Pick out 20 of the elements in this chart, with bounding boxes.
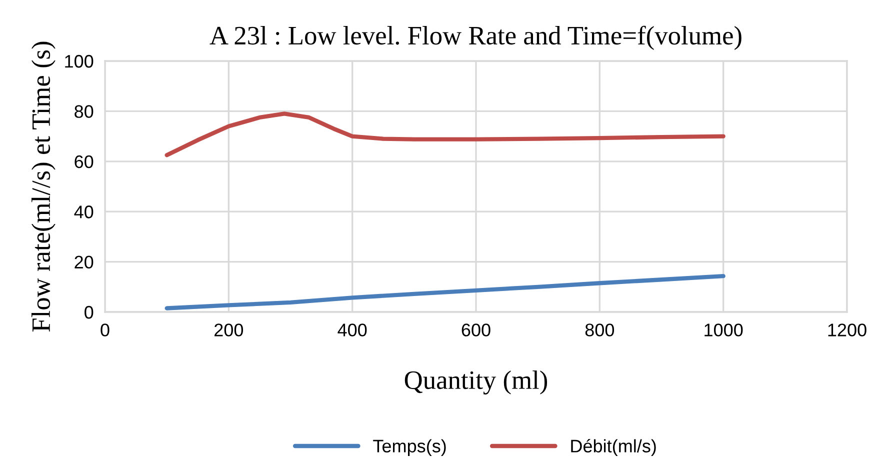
x-tick-label: 800: [585, 324, 614, 336]
x-axis-title: Quantity (ml): [404, 370, 548, 395]
legend-label: Débit(ml/s): [571, 439, 656, 456]
y-tick-label: 60: [74, 155, 94, 168]
line-series: [164, 274, 726, 310]
x-tick-label: 400: [338, 324, 367, 336]
line-series: [164, 112, 726, 158]
legend-label: Temps(s): [373, 439, 446, 456]
x-tick-label: 0: [100, 324, 110, 336]
x-tick-label: 200: [214, 324, 244, 336]
x-tick-label: 600: [462, 324, 490, 336]
x-tick-label: 1200: [828, 324, 866, 336]
y-tick-label: 20: [74, 256, 94, 269]
y-tick-label: 40: [74, 206, 94, 218]
x-tick-label: 1000: [704, 324, 743, 336]
y-tick-label: 80: [74, 105, 94, 118]
y-tick-label: 100: [65, 54, 94, 68]
y-axis-title: Flow rate(ml//s) et Time (s): [32, 42, 56, 332]
y-tick-label: 0: [84, 306, 94, 319]
chart-title: A 23l : Low level. Flow Rate and Time=f(volume): [210, 26, 742, 50]
